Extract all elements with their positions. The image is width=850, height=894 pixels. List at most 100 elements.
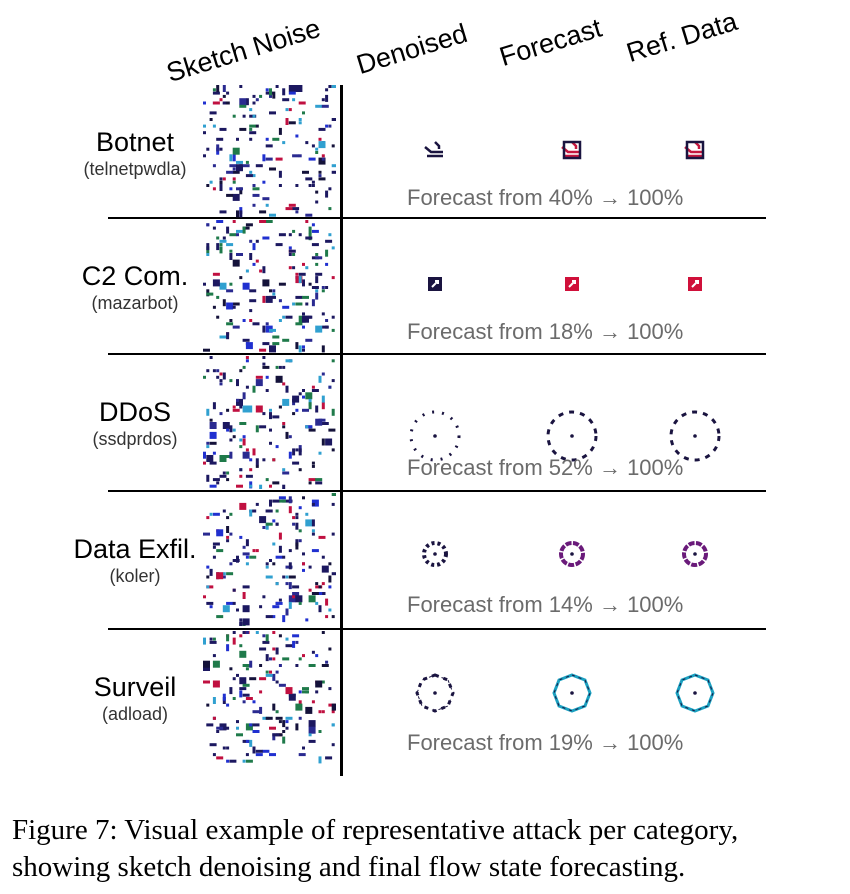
noise-pixel <box>282 88 286 96</box>
noise-pixel <box>298 657 302 661</box>
noise-pixel <box>278 233 286 237</box>
header-ref-data: Ref. Data <box>622 6 741 69</box>
noise-pixel <box>226 539 230 543</box>
glyph-mark <box>553 674 591 712</box>
noise-pixel <box>222 94 226 98</box>
noise-pixel <box>252 184 256 187</box>
noise-pixel <box>295 272 299 276</box>
noise-pixel <box>232 677 236 681</box>
noise-pixel <box>212 101 220 105</box>
noise-pixel <box>262 295 266 303</box>
noise-pixel <box>288 249 296 253</box>
noise-pixel <box>278 499 286 503</box>
noise-pixel <box>216 85 220 92</box>
noise-pixel <box>272 657 276 661</box>
noise-pixel <box>255 464 259 468</box>
noise-pixel <box>242 585 250 589</box>
noise-pixel <box>245 356 249 359</box>
noise-pixel <box>278 532 282 540</box>
noise-pixel <box>278 299 282 303</box>
noise-pixel <box>295 302 303 306</box>
noise-pixel <box>292 229 296 233</box>
noise-pixel <box>295 448 299 452</box>
forecast-caption: Forecast from 19% → 100% <box>407 730 684 755</box>
noise-pixel <box>269 289 272 293</box>
forecast-image <box>559 541 585 567</box>
noise-pixel <box>212 402 216 410</box>
glyph-mark <box>568 280 576 288</box>
noise-pixel <box>275 365 279 369</box>
noise-pixel <box>285 108 289 112</box>
noise-pixel <box>302 568 305 572</box>
noise-pixel <box>255 549 259 553</box>
noise-pixel <box>315 292 319 300</box>
noise-pixel <box>255 98 259 102</box>
noise-pixel <box>272 542 276 546</box>
noise-pixel <box>328 85 332 88</box>
noise-pixel <box>278 664 282 667</box>
noise-pixel <box>242 759 246 763</box>
noise-pixel <box>216 481 220 485</box>
noise-pixel <box>249 289 257 293</box>
noise-pixel <box>226 703 230 707</box>
noise-pixel <box>311 592 319 595</box>
noise-pixel <box>249 124 257 128</box>
noise-pixel <box>325 286 329 289</box>
noise-pixel <box>206 723 214 727</box>
noise-pixel <box>311 529 315 533</box>
noise-pixel <box>265 295 273 303</box>
noise-pixel <box>249 309 253 313</box>
noise-pixel <box>209 180 213 184</box>
noise-pixel <box>216 144 220 152</box>
noise-pixel <box>252 700 256 704</box>
noise-pixel <box>236 673 239 677</box>
noise-pixel <box>239 690 243 698</box>
noise-pixel <box>311 464 315 468</box>
noise-pixel <box>236 555 239 563</box>
noise-pixel <box>259 425 267 429</box>
noise-pixel <box>226 408 230 412</box>
noise-pixel <box>282 555 286 559</box>
noise-pixel <box>262 526 266 529</box>
noise-pixel <box>212 451 216 455</box>
noise-pixel <box>236 164 243 172</box>
noise-pixel <box>203 451 206 459</box>
noise-pixel <box>255 379 263 387</box>
noise-pixel <box>292 302 296 306</box>
noise-pixel <box>311 532 315 536</box>
noise-pixel <box>302 687 309 691</box>
noise-pixel <box>328 207 332 211</box>
glyph-mark <box>570 434 574 438</box>
noise-pixel <box>222 101 226 105</box>
noise-pixel <box>275 582 279 586</box>
noise-pixel <box>206 516 210 520</box>
noise-pixel <box>298 118 302 121</box>
noise-pixel <box>282 730 286 733</box>
noise-pixel <box>219 177 223 181</box>
forecast-image <box>561 140 582 160</box>
noise-pixel <box>242 552 250 556</box>
noise-pixel <box>259 210 267 214</box>
noise-pixel <box>232 408 240 412</box>
noise-pixel <box>292 412 296 416</box>
noise-pixel <box>232 170 240 174</box>
noise-pixel <box>321 289 325 293</box>
noise-pixel <box>206 585 210 589</box>
noise-pixel <box>305 425 309 429</box>
noise-pixel <box>212 279 220 287</box>
noise-pixel <box>232 180 236 184</box>
glyph-mark <box>416 674 454 712</box>
header-sketch-noise: Sketch Noise <box>162 12 324 89</box>
noise-pixel <box>262 458 266 462</box>
noise-pixel <box>203 660 210 668</box>
noise-pixel <box>318 710 322 714</box>
noise-pixel <box>222 693 226 701</box>
noise-pixel <box>282 98 290 102</box>
category-name: Botnet <box>95 127 175 157</box>
noise-pixel <box>206 575 210 579</box>
noise-pixel <box>219 98 223 102</box>
noise-pixel <box>226 226 230 234</box>
noise-pixel <box>288 506 292 514</box>
noise-pixel <box>265 509 269 513</box>
row-label: Data Exfil. (koler) <box>40 534 230 588</box>
